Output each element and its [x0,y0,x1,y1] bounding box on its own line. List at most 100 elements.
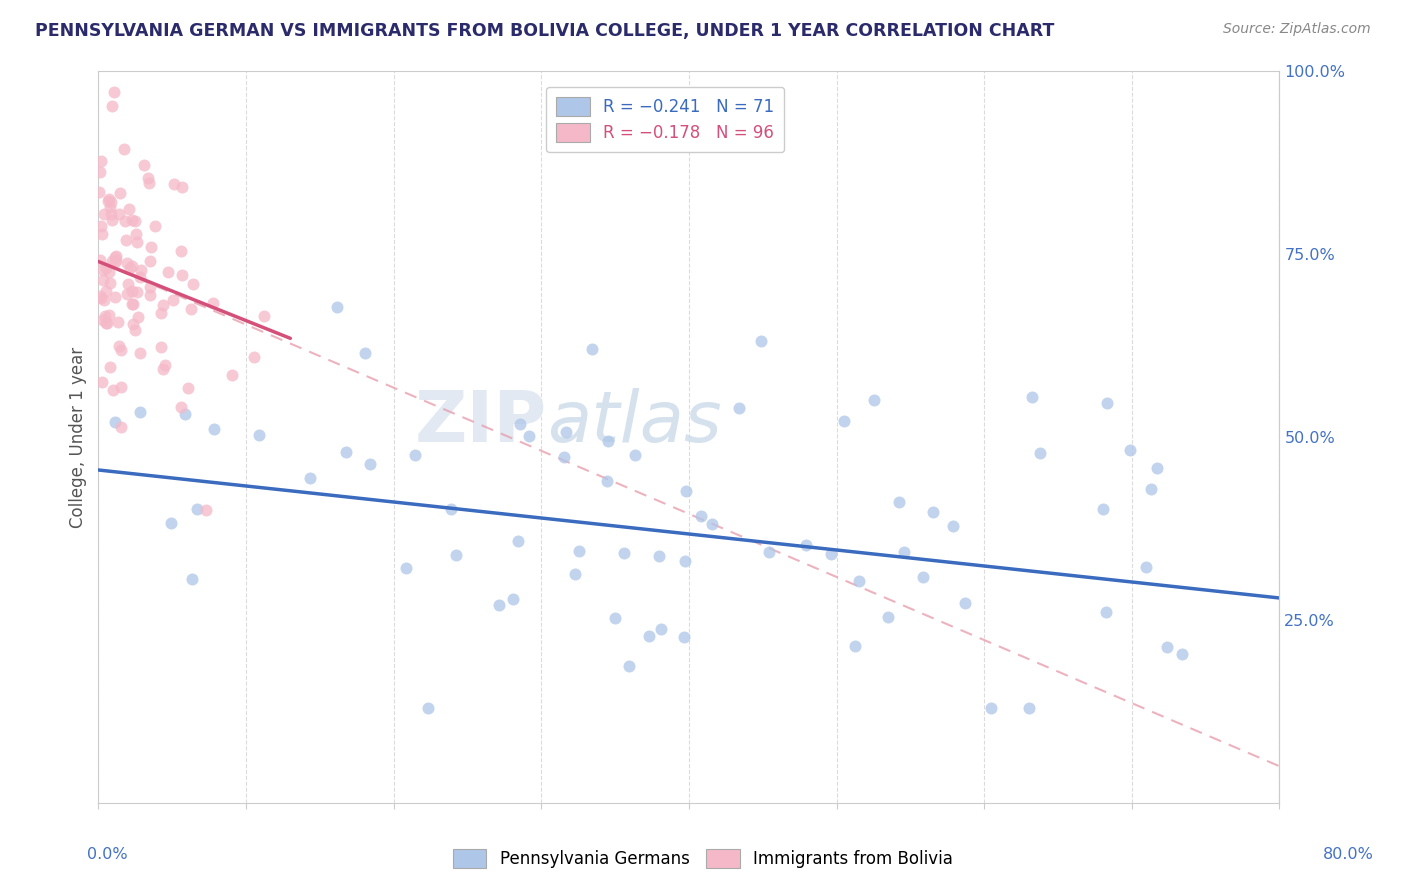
Point [862,393,884,408]
Point [506,533,529,548]
Point [202,295,225,310]
Point [702,516,724,531]
Point [170,268,193,283]
Point [299,471,322,485]
Point [91,263,114,277]
Text: 80.0%: 80.0% [1323,847,1374,862]
Point [502,592,524,607]
Point [121,297,143,311]
Point [887,495,910,509]
Point [120,260,142,275]
Point [121,212,143,227]
Point [89,185,111,199]
Point [160,516,183,530]
Point [129,405,152,419]
Point [675,483,697,498]
Point [221,368,243,382]
Text: ZIP: ZIP [415,388,547,457]
Point [89,165,111,179]
Point [97,265,120,279]
Point [103,250,125,264]
Point [832,414,855,428]
Point [93,293,115,307]
Point [517,429,540,443]
Point [1135,559,1157,574]
Point [152,362,174,376]
Point [97,194,120,208]
Point [114,233,136,247]
Point [170,244,193,258]
Point [122,317,145,331]
Point [176,381,198,395]
Point [253,309,276,323]
Point [150,340,173,354]
Point [673,554,696,568]
Point [104,255,127,269]
Point [170,400,193,414]
Point [90,219,112,233]
Point [98,359,121,374]
Point [690,509,713,524]
Point [90,291,112,305]
Point [107,339,129,353]
Point [104,253,127,268]
Point [97,192,120,206]
Point [596,434,619,448]
Point [136,170,159,185]
Point [444,548,467,562]
Point [101,99,124,113]
Point [727,401,749,416]
Point [1018,700,1040,714]
Point [114,214,136,228]
Point [163,177,186,191]
Point [581,343,603,357]
Point [128,345,150,359]
Point [613,546,636,560]
Point [128,269,150,284]
Point [247,428,270,442]
Point [395,561,418,575]
Point [103,85,125,99]
Point [110,419,132,434]
Point [112,142,135,156]
Point [980,700,1002,714]
Point [121,284,143,298]
Point [101,253,124,268]
Point [1140,482,1163,496]
Point [156,265,179,279]
Point [124,213,146,227]
Point [96,316,118,330]
Point [509,417,531,432]
Point [91,227,114,241]
Point [603,610,626,624]
Point [94,285,117,299]
Point [820,548,842,562]
Point [180,572,202,586]
Point [794,538,817,552]
Point [181,277,204,292]
Point [555,425,578,439]
Point [100,194,122,209]
Point [108,206,131,220]
Point [94,260,117,275]
Point [1095,605,1118,619]
Point [118,202,141,216]
Legend: R = −0.241   N = 71, R = −0.178   N = 96: R = −0.241 N = 71, R = −0.178 N = 96 [547,87,785,153]
Point [404,448,426,462]
Point [100,200,122,214]
Point [162,293,184,307]
Point [127,310,149,325]
Point [623,448,645,462]
Point [89,289,111,303]
Point [170,179,193,194]
Point [117,286,139,301]
Point [121,297,143,311]
Point [359,457,381,471]
Point [134,158,156,172]
Point [101,213,124,227]
Point [1095,395,1118,409]
Point [91,313,114,327]
Point [749,334,772,348]
Point [180,302,202,317]
Point [1119,442,1142,457]
